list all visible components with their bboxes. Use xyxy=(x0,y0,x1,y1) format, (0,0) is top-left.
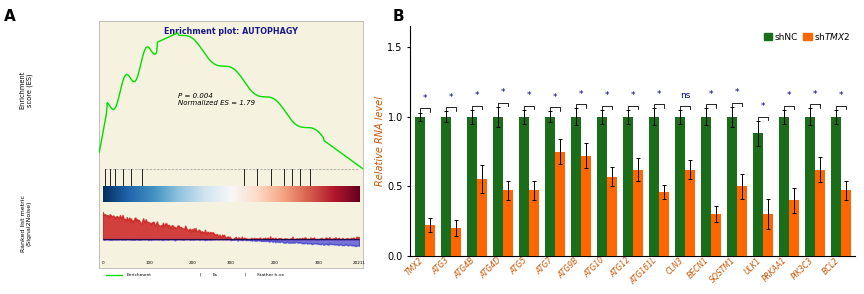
Text: Enrichment: Enrichment xyxy=(127,273,152,277)
Bar xyxy=(649,117,659,256)
Bar xyxy=(623,117,632,256)
Text: *: * xyxy=(631,91,635,100)
Bar xyxy=(425,225,435,256)
Text: *: * xyxy=(474,91,479,100)
Y-axis label: Relative RNA level: Relative RNA level xyxy=(375,96,384,186)
Text: Enrichment
score (ES): Enrichment score (ES) xyxy=(19,71,33,109)
Text: 300: 300 xyxy=(314,261,322,265)
Bar xyxy=(607,177,617,256)
Bar xyxy=(727,117,737,256)
Bar xyxy=(451,228,461,256)
Legend: shNC, sh$\it{TMX2}$: shNC, sh$\it{TMX2}$ xyxy=(764,31,851,42)
Bar xyxy=(529,191,538,256)
Bar xyxy=(701,117,711,256)
Text: *: * xyxy=(553,93,557,101)
Bar xyxy=(685,170,695,256)
Text: *: * xyxy=(657,90,661,99)
Text: Ranked list metric
(Signal2Noise): Ranked list metric (Signal2Noise) xyxy=(21,195,31,252)
Text: *: * xyxy=(708,90,713,99)
Text: *: * xyxy=(605,91,609,100)
Bar xyxy=(441,117,451,256)
Bar xyxy=(492,117,503,256)
Bar xyxy=(763,214,773,256)
Bar xyxy=(415,117,425,256)
Bar xyxy=(545,117,555,256)
Bar xyxy=(467,117,477,256)
Text: *: * xyxy=(579,90,583,99)
Text: 200: 200 xyxy=(270,261,279,265)
Bar xyxy=(841,191,851,256)
Bar xyxy=(555,151,565,256)
Text: 0: 0 xyxy=(101,261,105,265)
Text: 20211: 20211 xyxy=(353,261,365,265)
Bar xyxy=(815,170,825,256)
Text: P = 0.004
Normalized ES = 1.79: P = 0.004 Normalized ES = 1.79 xyxy=(178,93,256,106)
Text: 300: 300 xyxy=(227,261,235,265)
Text: *: * xyxy=(500,88,505,97)
Text: |: | xyxy=(200,273,201,277)
Bar xyxy=(581,156,591,256)
Text: A: A xyxy=(3,9,16,24)
Bar xyxy=(737,186,746,256)
Text: Enrichment plot: AUTOPHAGY: Enrichment plot: AUTOPHAGY xyxy=(164,27,298,36)
Text: Es: Es xyxy=(213,273,218,277)
Text: *: * xyxy=(734,88,740,97)
Text: 100: 100 xyxy=(145,261,153,265)
Bar xyxy=(571,117,581,256)
Text: *: * xyxy=(422,94,427,103)
Bar xyxy=(659,192,669,256)
Bar xyxy=(779,117,789,256)
Bar xyxy=(519,117,529,256)
Bar xyxy=(711,214,721,256)
Text: *: * xyxy=(839,91,843,100)
Text: *: * xyxy=(813,90,817,99)
Text: *: * xyxy=(787,91,791,100)
Text: *: * xyxy=(526,91,531,100)
Bar xyxy=(597,117,607,256)
Bar xyxy=(675,117,685,256)
Bar xyxy=(805,117,815,256)
Bar xyxy=(753,133,763,256)
Text: 200: 200 xyxy=(188,261,197,265)
Text: Stather h-ve: Stather h-ve xyxy=(257,273,284,277)
Text: B: B xyxy=(393,9,404,24)
Bar xyxy=(789,200,799,256)
Text: *: * xyxy=(760,102,766,111)
Text: *: * xyxy=(448,93,453,101)
Bar xyxy=(632,170,643,256)
Bar xyxy=(831,117,841,256)
Bar xyxy=(503,191,512,256)
Bar xyxy=(477,179,486,256)
Text: ns: ns xyxy=(680,91,690,100)
